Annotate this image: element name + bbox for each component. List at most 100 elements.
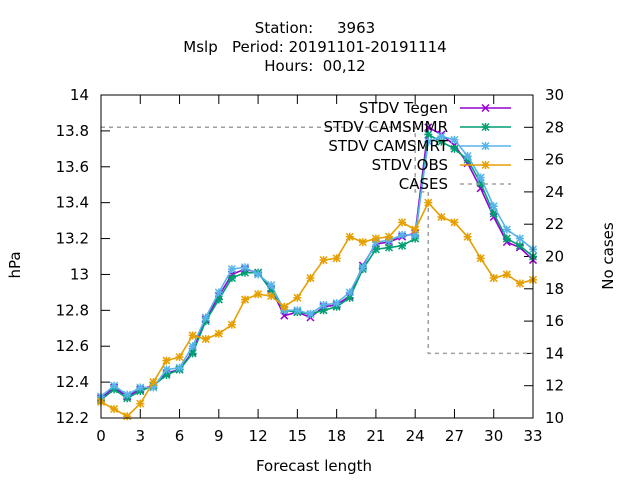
x-tick-label: 6 — [175, 427, 185, 445]
data-point — [306, 309, 315, 318]
y-tick-label: 13.8 — [56, 122, 89, 140]
data-point — [450, 144, 459, 153]
x-axis-label: Forecast length — [256, 457, 372, 475]
x-tick-label: 3 — [135, 427, 145, 445]
y-tick-label: 13 — [70, 265, 89, 283]
ticks-layer: 0 3 6 9 12 15 18 21 24 27 30 33 12.2 12.4 12.6 12.8 13 13… — [56, 86, 565, 445]
data-point — [437, 212, 446, 222]
data-point — [424, 137, 433, 146]
y-tick-label: 13.4 — [56, 194, 89, 212]
series-line — [100, 133, 534, 401]
data-point — [398, 218, 407, 227]
data-point — [345, 232, 354, 241]
data-point — [437, 132, 446, 141]
series-layer — [96, 123, 538, 421]
y2-tick-label: 30 — [545, 86, 564, 104]
data-point — [398, 241, 407, 250]
x-tick-label: 33 — [523, 427, 542, 445]
data-point — [345, 288, 354, 297]
data-point — [175, 363, 184, 372]
data-point — [149, 378, 158, 387]
data-point — [240, 295, 250, 304]
data-point — [110, 404, 119, 414]
data-point — [136, 399, 145, 408]
y2-tick-label: 16 — [545, 312, 564, 330]
y-tick-label: 12.4 — [56, 373, 89, 391]
x-tick-label: 27 — [445, 427, 464, 445]
y2-tick-label: 20 — [545, 248, 564, 266]
x-tick-label: 9 — [214, 427, 224, 445]
data-point — [227, 265, 236, 274]
data-point — [240, 263, 250, 272]
y2-tick-label: 28 — [545, 118, 564, 136]
data-point — [188, 331, 197, 340]
legend-label: CASES — [399, 175, 448, 193]
legend-entry: CASES — [399, 175, 511, 193]
data-point — [502, 234, 511, 243]
data-point — [319, 256, 328, 265]
y2-axis-label: No cases — [599, 222, 617, 290]
legend-entry: STDV OBS — [372, 156, 511, 174]
x-tick-label: 12 — [249, 427, 268, 445]
y2-tick-label: 26 — [545, 151, 564, 169]
data-point — [481, 122, 490, 132]
data-point — [481, 141, 490, 151]
data-point — [123, 412, 132, 421]
data-point — [515, 234, 524, 243]
data-point — [214, 288, 223, 297]
data-point — [358, 238, 367, 247]
data-point — [201, 313, 210, 322]
data-point — [358, 263, 367, 272]
data-point — [188, 342, 197, 351]
data-point — [502, 225, 511, 234]
data-point — [306, 274, 315, 283]
plot-frame — [100, 94, 534, 419]
y2-tick-label: 12 — [545, 377, 564, 395]
y2-tick-label: 14 — [545, 344, 564, 362]
data-point — [110, 381, 119, 390]
chart-title-line-3: Hours: 00,12 — [264, 57, 365, 75]
data-point — [162, 365, 171, 374]
data-point — [267, 291, 276, 301]
data-point — [384, 232, 394, 241]
y2-tick-label: 10 — [545, 409, 564, 427]
data-point — [481, 160, 490, 170]
series-line — [100, 201, 534, 418]
y-axis-label: hPa — [6, 251, 24, 278]
data-point — [398, 230, 407, 239]
data-point — [293, 293, 302, 302]
data-point — [371, 234, 380, 243]
data-point — [332, 299, 341, 308]
x-tick-label: 24 — [406, 427, 425, 445]
data-point — [450, 218, 459, 227]
data-point — [502, 270, 511, 279]
data-point — [214, 329, 223, 338]
y-tick-label: 12.2 — [56, 409, 89, 427]
data-point — [332, 254, 341, 263]
legend-entry: STDV CAMSMRT — [328, 137, 511, 155]
x-tick-label: 21 — [366, 427, 385, 445]
data-point — [463, 232, 472, 241]
data-point — [489, 274, 498, 283]
data-point — [476, 173, 485, 182]
data-point — [424, 130, 433, 139]
chart-title-line-2: Mslp Period: 20191101-20191114 — [183, 38, 446, 56]
data-point — [489, 202, 498, 211]
data-point — [123, 390, 132, 399]
y-tick-label: 12.6 — [56, 337, 89, 355]
y2-tick-label: 22 — [545, 215, 564, 233]
y-tick-label: 13.6 — [56, 158, 89, 176]
data-point — [254, 270, 263, 279]
data-point — [227, 274, 236, 283]
series-3 — [96, 198, 538, 421]
data-point — [463, 151, 472, 161]
y-tick-label: 13.2 — [56, 230, 89, 248]
data-point — [319, 300, 328, 309]
legend-label: STDV CAMSMMR — [323, 118, 448, 136]
y2-tick-label: 18 — [545, 280, 564, 298]
series-line — [100, 135, 534, 398]
data-point — [384, 243, 394, 252]
legend-entry: STDV CAMSMMR — [323, 118, 511, 136]
legend-entry: STDV Tegen — [359, 99, 511, 117]
